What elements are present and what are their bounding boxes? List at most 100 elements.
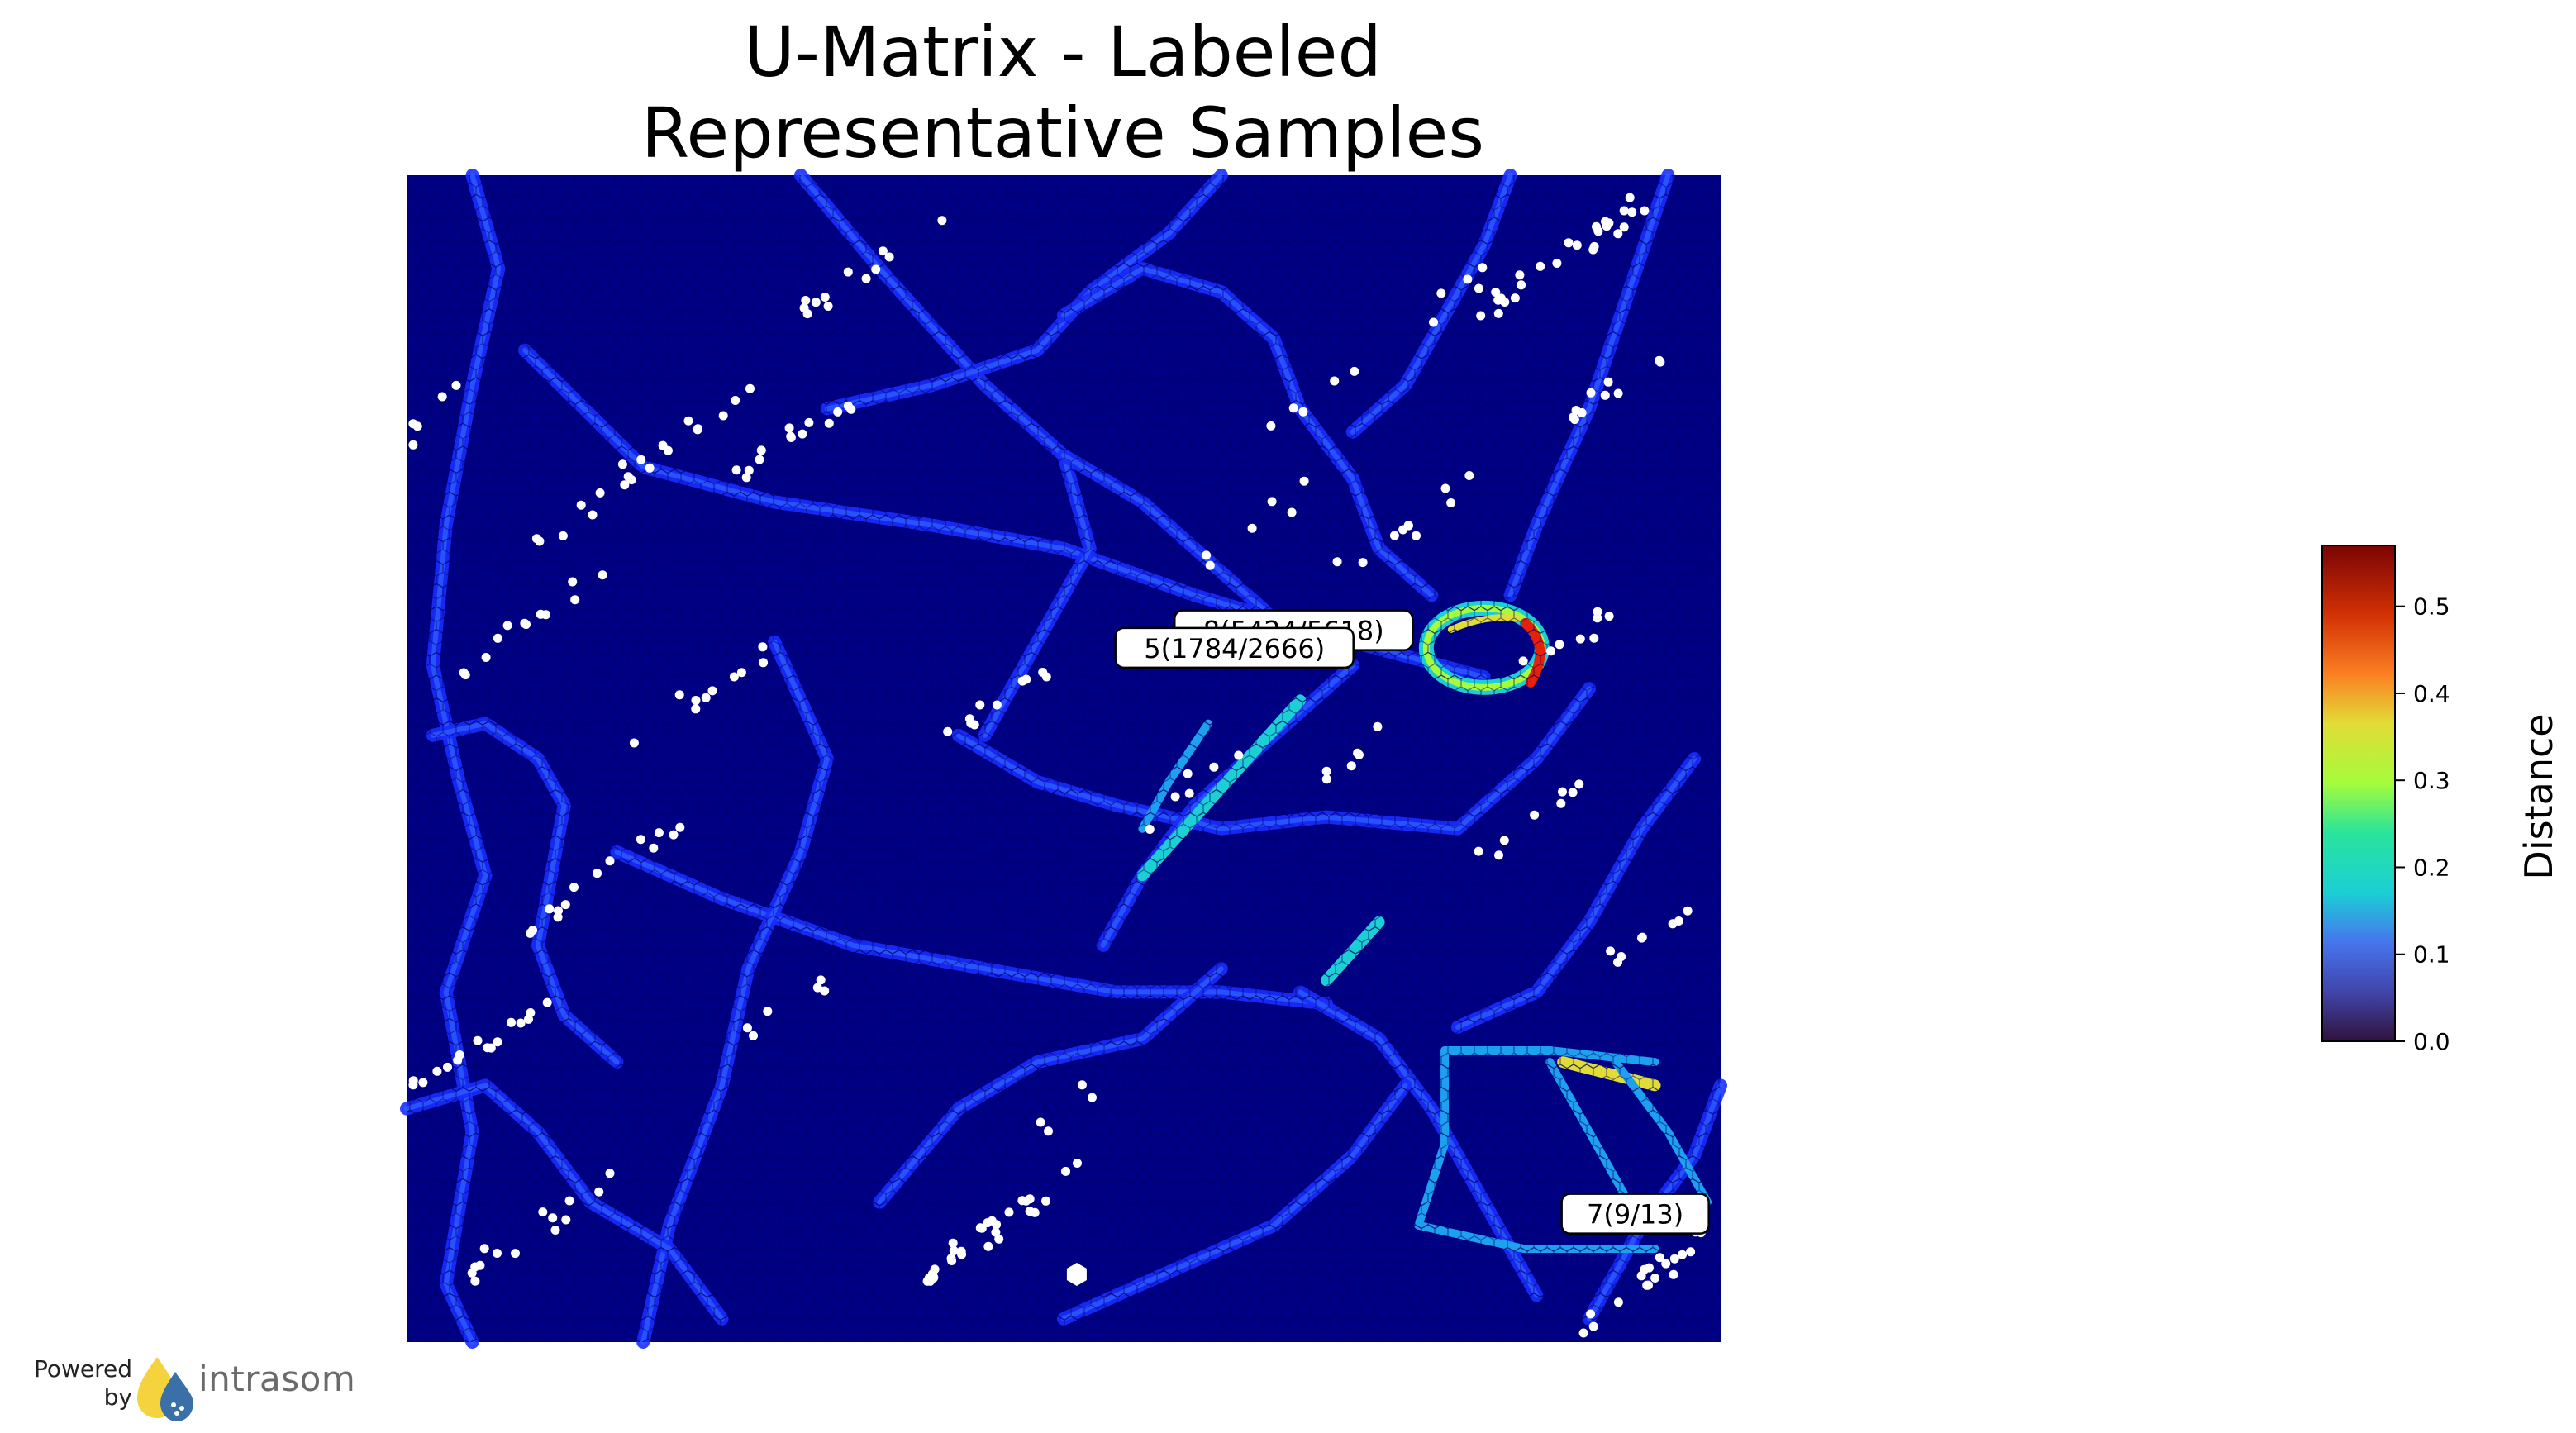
sample-marker	[598, 570, 607, 580]
sample-marker	[1491, 288, 1501, 297]
sample-marker	[595, 488, 605, 498]
intrasom-drops-logo-icon	[137, 1357, 193, 1421]
sample-marker	[1321, 766, 1331, 776]
sample-marker	[674, 690, 684, 700]
sample-marker	[1004, 1207, 1014, 1217]
sample-marker	[799, 303, 809, 313]
sample-marker	[948, 1238, 958, 1248]
sample-marker	[443, 1062, 452, 1072]
sample-marker	[1476, 311, 1486, 321]
sample-marker	[947, 1256, 957, 1265]
sample-marker	[1552, 259, 1562, 268]
sample-marker	[1603, 377, 1613, 387]
sample-marker	[636, 835, 645, 845]
sample-marker	[620, 480, 630, 490]
sample-marker	[408, 1076, 418, 1086]
sample-marker	[1604, 612, 1614, 621]
sample-marker	[1209, 762, 1219, 772]
sample-marker	[1205, 560, 1215, 570]
sample-marker	[554, 906, 563, 916]
sample-marker	[749, 1031, 758, 1040]
sample-marker	[1546, 646, 1555, 656]
sample-marker	[729, 672, 739, 682]
sample-marker	[1077, 1080, 1087, 1090]
sample-marker	[1530, 810, 1540, 820]
sample-marker	[1202, 550, 1212, 560]
sample-marker	[1517, 280, 1526, 290]
sample-marker	[432, 1066, 442, 1076]
sample-marker	[516, 1018, 526, 1028]
sample-marker	[1145, 825, 1155, 834]
sample-marker	[924, 1274, 934, 1283]
hex-grid-texture	[407, 175, 1721, 1342]
sample-marker	[1613, 957, 1622, 967]
sample-marker	[745, 383, 755, 393]
sample-marker	[1674, 916, 1683, 926]
sample-marker	[553, 912, 563, 922]
sample-marker	[1588, 1321, 1598, 1331]
sample-marker	[1373, 721, 1383, 731]
sample-marker	[758, 642, 768, 652]
sample-marker	[1613, 388, 1623, 398]
sample-marker	[1606, 946, 1616, 956]
sample-marker	[636, 455, 646, 464]
sample-marker	[479, 1244, 489, 1254]
sample-marker	[943, 726, 953, 736]
sample-marker	[1358, 558, 1368, 568]
sample-marker	[1041, 1196, 1050, 1206]
sample-marker	[1627, 207, 1637, 217]
sample-marker	[1650, 1274, 1660, 1283]
sample-marker	[536, 609, 545, 619]
sample-marker	[1464, 471, 1474, 480]
label-box	[1560, 1193, 1710, 1235]
sample-marker	[1574, 779, 1584, 789]
sample-marker	[1586, 388, 1596, 398]
sample-marker	[1592, 221, 1601, 231]
sample-marker	[1644, 1280, 1653, 1290]
sample-marker	[470, 1276, 480, 1286]
sample-marker	[1556, 798, 1566, 808]
sample-marker	[1637, 933, 1646, 943]
sample-marker	[731, 465, 741, 475]
sample-marker	[1184, 788, 1194, 798]
sample-marker	[878, 246, 888, 256]
sample-marker	[691, 696, 701, 705]
sample-marker	[1446, 498, 1456, 507]
sample-marker	[992, 1220, 1002, 1230]
sample-marker	[550, 1226, 560, 1235]
sample-marker	[1436, 288, 1446, 298]
sample-marker	[605, 856, 615, 866]
sample-marker	[1389, 531, 1399, 540]
sample-marker	[693, 424, 702, 434]
sample-marker	[542, 997, 552, 1007]
sample-marker	[1593, 607, 1602, 617]
sample-marker	[1025, 1194, 1035, 1204]
sample-marker	[1332, 557, 1342, 567]
cluster-labels: 8(5424/5618)5(1784/2666)7(9/13)	[1114, 609, 1710, 1235]
sample-marker	[1463, 274, 1473, 284]
sample-marker	[820, 293, 830, 302]
sample-marker	[663, 445, 673, 455]
sample-marker	[1589, 241, 1599, 251]
sample-marker	[731, 396, 740, 405]
sample-marker	[451, 380, 461, 390]
sample-marker	[1474, 846, 1483, 856]
sample-marker	[1575, 634, 1585, 644]
sample-marker	[1683, 906, 1693, 916]
sample-marker	[654, 828, 664, 838]
sample-marker	[1558, 787, 1567, 797]
sample-marker	[949, 1246, 959, 1255]
sample-marker	[1564, 238, 1574, 248]
sample-marker	[1518, 656, 1528, 666]
sample-marker	[1678, 1250, 1687, 1259]
sample-marker	[744, 465, 754, 475]
sample-marker	[816, 975, 826, 985]
sample-marker	[683, 416, 693, 426]
sample-marker	[1183, 769, 1193, 778]
sample-marker	[511, 1249, 520, 1259]
sample-marker	[1536, 261, 1545, 271]
sample-marker	[408, 440, 418, 450]
powered-line: Powered	[33, 1355, 132, 1383]
sample-marker	[756, 445, 766, 455]
sample-marker	[843, 267, 853, 277]
